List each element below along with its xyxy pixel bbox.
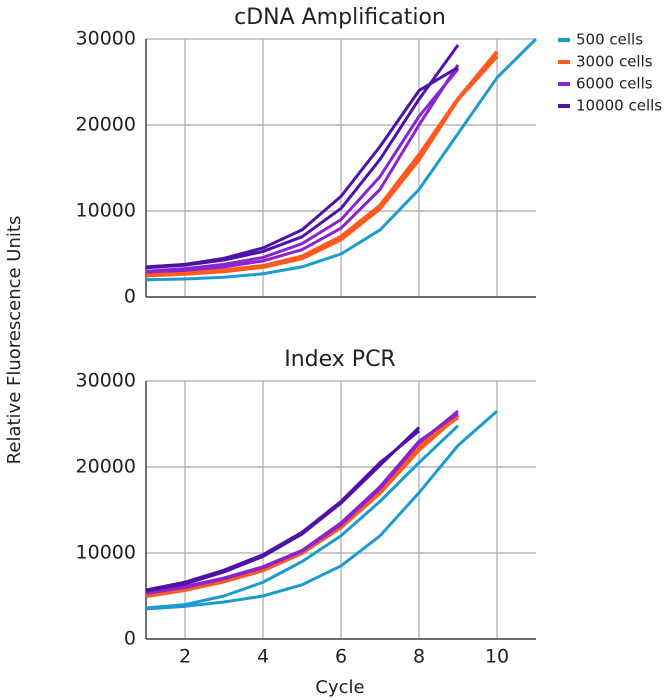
series-line <box>145 415 460 598</box>
y-tick-label: 30000 <box>76 28 136 50</box>
y-tick-label: 30000 <box>76 370 136 392</box>
x-tick-label: 2 <box>179 646 191 668</box>
x-tick-label: 4 <box>257 646 269 668</box>
legend-label: 6000 cells <box>576 75 653 93</box>
chart-title: Index PCR <box>284 347 395 372</box>
series-line <box>145 412 459 595</box>
series-line <box>145 37 538 282</box>
chart-title: cDNA Amplification <box>234 5 446 30</box>
series-line <box>145 413 460 598</box>
series-line <box>145 66 459 269</box>
series-line <box>145 68 460 273</box>
y-axis-label: Relative Fluorescence Units <box>4 216 25 465</box>
y-tick-label: 0 <box>124 286 136 308</box>
y-tick-label: 10000 <box>76 542 136 564</box>
series-line <box>145 409 498 611</box>
series-line <box>145 63 460 274</box>
series-line <box>145 429 420 592</box>
series-line <box>145 426 421 593</box>
x-axis-label: Cycle <box>315 677 364 698</box>
series-line <box>145 44 460 270</box>
x-tick-label: 10 <box>485 646 509 668</box>
x-tick-label: 8 <box>413 646 425 668</box>
series-line <box>145 424 460 610</box>
legend-label: 500 cells <box>576 31 643 49</box>
series-line <box>145 54 499 277</box>
legend-label: 3000 cells <box>576 53 653 71</box>
x-tick-label: 6 <box>335 646 347 668</box>
y-tick-label: 20000 <box>76 456 136 478</box>
y-tick-label: 10000 <box>76 200 136 222</box>
y-tick-label: 20000 <box>76 114 136 136</box>
y-tick-label: 0 <box>124 628 136 650</box>
legend-label: 10000 cells <box>576 97 662 115</box>
